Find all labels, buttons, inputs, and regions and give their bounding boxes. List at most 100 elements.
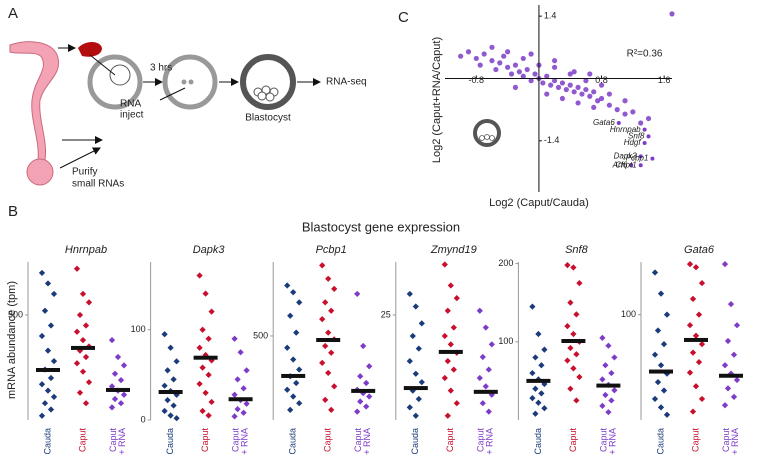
point	[161, 331, 168, 338]
step-label: Purify	[72, 167, 98, 178]
point	[605, 409, 612, 416]
gene-point	[642, 141, 647, 146]
point	[520, 73, 526, 79]
point	[418, 320, 425, 327]
caput-tissue	[78, 42, 102, 57]
point	[44, 387, 52, 394]
point	[479, 400, 486, 407]
point	[444, 307, 451, 314]
point	[479, 353, 486, 361]
median-bar	[438, 349, 463, 354]
point	[108, 337, 116, 344]
point	[38, 332, 46, 340]
point	[231, 335, 238, 342]
x-tick-label: Caput	[568, 428, 578, 453]
point	[205, 412, 212, 419]
point	[47, 322, 55, 329]
point	[721, 260, 729, 268]
x-tick-label: Caput	[200, 428, 210, 453]
y-tick-label: 100	[131, 324, 146, 334]
point	[208, 308, 215, 315]
point	[622, 98, 628, 104]
point	[296, 299, 303, 306]
point	[41, 307, 49, 314]
gene-point	[642, 127, 647, 132]
point	[698, 395, 706, 403]
median-bar	[158, 390, 183, 395]
point	[576, 280, 583, 287]
point	[599, 402, 606, 410]
point	[501, 53, 507, 59]
point	[196, 272, 203, 279]
point	[117, 400, 125, 407]
point	[293, 379, 300, 387]
embryo-icon	[473, 119, 501, 147]
point	[559, 80, 566, 86]
subplot-title: Gata6	[684, 244, 715, 256]
point	[482, 324, 489, 331]
point	[520, 55, 526, 62]
point	[645, 115, 652, 122]
point	[535, 330, 542, 338]
panel-title: Blastocyst gene expression	[302, 219, 460, 234]
point	[170, 402, 177, 409]
point	[575, 100, 581, 106]
point	[47, 406, 55, 413]
point	[544, 91, 550, 97]
point	[730, 351, 738, 358]
x-tick-label: + RNA	[730, 428, 740, 455]
point	[357, 373, 364, 380]
point	[692, 383, 700, 390]
point	[319, 316, 326, 323]
point	[120, 391, 128, 398]
point	[328, 307, 335, 314]
point	[82, 353, 90, 361]
point	[357, 398, 364, 405]
point	[243, 400, 250, 407]
subplot-title: Dapk3	[193, 244, 226, 256]
diagram	[9, 41, 321, 186]
point	[173, 415, 180, 422]
step-label: RNA	[120, 99, 141, 110]
x-tick-label: Caput	[353, 428, 363, 453]
point	[73, 360, 81, 367]
x-tick-label: Cauda	[655, 428, 665, 455]
point	[473, 55, 479, 62]
step-label: RNA-seq	[326, 77, 367, 88]
point	[733, 376, 741, 384]
point	[686, 369, 694, 376]
point	[651, 351, 659, 358]
point	[412, 370, 419, 377]
gene-point	[646, 134, 651, 139]
point	[532, 71, 538, 77]
point	[573, 351, 580, 358]
point	[476, 374, 483, 382]
median-bar	[684, 337, 708, 342]
point	[415, 395, 422, 403]
point	[638, 120, 644, 126]
x-tick-label: Cauda	[533, 428, 543, 455]
point	[161, 382, 168, 389]
point	[657, 362, 665, 369]
point	[79, 337, 87, 344]
point	[660, 387, 668, 394]
point	[482, 383, 489, 390]
x-tick-label: Cauda	[42, 428, 52, 455]
y-tick-label: 100	[621, 309, 636, 319]
point	[202, 290, 209, 297]
point	[117, 376, 125, 384]
gene-point	[616, 120, 621, 125]
point	[481, 51, 487, 57]
point	[202, 389, 209, 397]
point	[363, 379, 370, 387]
point	[331, 383, 338, 390]
point	[493, 66, 499, 73]
x-tick-label: Cauda	[410, 428, 420, 455]
point	[529, 369, 536, 377]
point	[567, 385, 574, 392]
point	[689, 349, 697, 356]
point	[50, 393, 58, 400]
point	[657, 404, 665, 411]
x-tick-label: 1.6	[658, 75, 671, 85]
